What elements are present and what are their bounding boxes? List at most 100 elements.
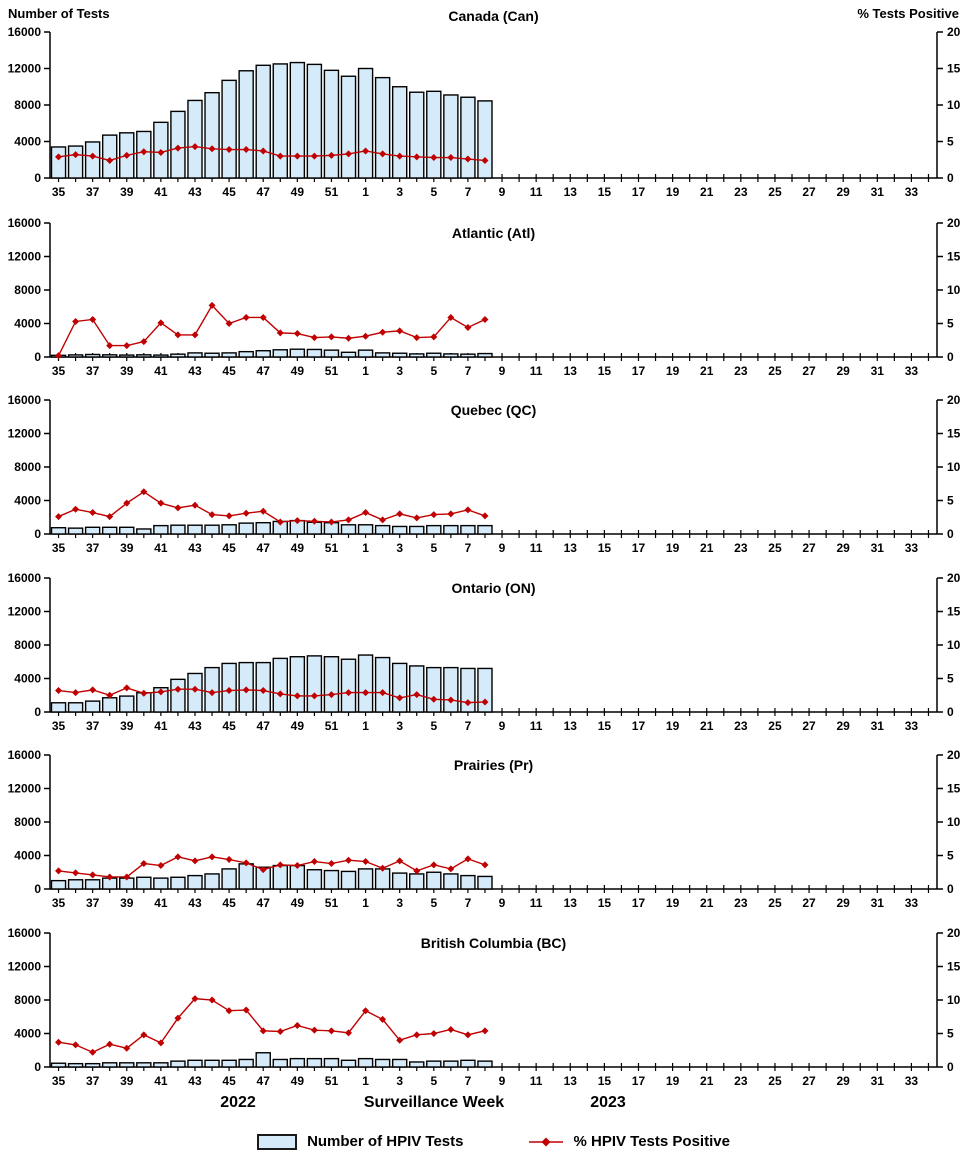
week-label: 47 bbox=[257, 719, 271, 733]
tests-bar bbox=[391, 1058, 408, 1068]
left-tick-label: 8000 bbox=[14, 460, 41, 474]
week-label: 5 bbox=[430, 185, 437, 199]
pct-marker bbox=[396, 327, 404, 335]
pct-line bbox=[58, 856, 486, 878]
week-label: 31 bbox=[871, 896, 885, 910]
right-tick-label: 10 bbox=[947, 460, 961, 474]
right-tick-label: 5 bbox=[947, 135, 954, 149]
tests-bar bbox=[84, 526, 101, 535]
pct-marker bbox=[157, 688, 165, 696]
week-label: 35 bbox=[52, 364, 66, 378]
week-label: 33 bbox=[905, 719, 919, 733]
pct-marker bbox=[310, 517, 318, 525]
tests-bar bbox=[374, 524, 391, 535]
right-tick-label: 10 bbox=[947, 993, 961, 1007]
pct-marker bbox=[123, 499, 131, 507]
week-label: 27 bbox=[802, 719, 816, 733]
pct-marker bbox=[123, 151, 131, 159]
tests-bar bbox=[374, 76, 391, 179]
panel-title-canada: Canada (Can) bbox=[448, 8, 539, 24]
pct-marker bbox=[430, 154, 438, 162]
tests-bar bbox=[221, 79, 237, 179]
week-label: 25 bbox=[768, 1074, 782, 1088]
week-label: 13 bbox=[564, 364, 578, 378]
week-label: 17 bbox=[632, 1074, 646, 1088]
pct-marker bbox=[89, 152, 97, 160]
week-label: 31 bbox=[871, 719, 885, 733]
tests-bar bbox=[306, 1057, 323, 1068]
week-label: 41 bbox=[154, 1074, 168, 1088]
pct-marker bbox=[174, 1014, 182, 1022]
week-label: 51 bbox=[325, 719, 339, 733]
pct-marker bbox=[157, 1039, 165, 1047]
pct-marker bbox=[276, 861, 284, 869]
week-label: 7 bbox=[465, 896, 472, 910]
pct-marker bbox=[481, 315, 489, 323]
tests-bar bbox=[170, 1060, 186, 1068]
tests-bar bbox=[357, 67, 374, 179]
week-label: 15 bbox=[598, 1074, 612, 1088]
pct-marker bbox=[72, 869, 80, 877]
week-label: 23 bbox=[734, 896, 748, 910]
pct-marker bbox=[89, 509, 97, 517]
tests-bar bbox=[238, 70, 254, 179]
week-label: 31 bbox=[871, 541, 885, 555]
pct-marker bbox=[362, 332, 370, 340]
pct-marker bbox=[191, 995, 199, 1003]
week-label: 15 bbox=[598, 896, 612, 910]
left-tick-label: 0 bbox=[34, 705, 41, 719]
week-label: 43 bbox=[188, 541, 202, 555]
tests-bar bbox=[101, 526, 118, 535]
tests-bar bbox=[238, 863, 254, 890]
week-label: 33 bbox=[905, 364, 919, 378]
pct-marker bbox=[379, 516, 387, 524]
week-label: 47 bbox=[257, 541, 271, 555]
week-label: 29 bbox=[837, 185, 851, 199]
tests-bar bbox=[409, 91, 425, 179]
pct-marker bbox=[447, 696, 455, 704]
week-label: 29 bbox=[837, 364, 851, 378]
pct-marker bbox=[310, 858, 318, 866]
pct-marker bbox=[208, 301, 216, 309]
week-label: 33 bbox=[905, 185, 919, 199]
week-label: 19 bbox=[666, 364, 680, 378]
week-label: 43 bbox=[188, 719, 202, 733]
week-label: 49 bbox=[291, 719, 305, 733]
tests-bar bbox=[119, 354, 135, 358]
tests-bar bbox=[357, 654, 374, 713]
tests-bar bbox=[391, 662, 408, 713]
tests-bar bbox=[101, 697, 118, 713]
pct-marker bbox=[140, 860, 148, 868]
tests-bar bbox=[426, 524, 442, 535]
pct-marker bbox=[208, 996, 216, 1004]
tests-bar bbox=[153, 354, 169, 358]
pct-marker bbox=[157, 148, 165, 156]
pct-marker bbox=[259, 866, 267, 874]
pct-marker bbox=[464, 699, 472, 707]
tests-bar bbox=[460, 353, 476, 358]
tests-bar bbox=[50, 702, 67, 713]
tests-bar bbox=[426, 666, 442, 713]
left-tick-label: 8000 bbox=[14, 815, 41, 829]
pct-marker bbox=[464, 1031, 472, 1039]
tests-bar bbox=[84, 353, 101, 358]
week-label: 45 bbox=[222, 1074, 236, 1088]
panel-title-british-columbia: British Columbia (BC) bbox=[420, 935, 567, 951]
pct-line bbox=[58, 997, 486, 1054]
week-label: 11 bbox=[530, 719, 543, 733]
pct-marker bbox=[242, 509, 250, 517]
tests-bar bbox=[255, 64, 271, 179]
pct-marker bbox=[55, 513, 63, 521]
pct-marker bbox=[276, 329, 284, 337]
tests-bar bbox=[84, 879, 101, 890]
pct-marker bbox=[191, 857, 199, 865]
tests-bar bbox=[409, 873, 425, 890]
week-label: 1 bbox=[362, 185, 369, 199]
week-label: 5 bbox=[430, 1074, 437, 1088]
tests-bar bbox=[374, 352, 391, 358]
tests-bar bbox=[204, 352, 220, 358]
pct-marker bbox=[106, 513, 114, 521]
